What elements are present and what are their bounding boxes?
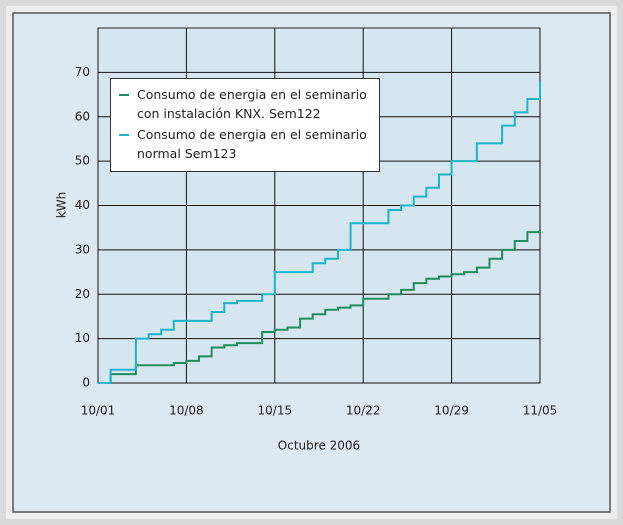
y-tick-label: 0 bbox=[82, 376, 90, 390]
legend-swatch bbox=[119, 134, 129, 136]
x-tick-label: 10/08 bbox=[169, 404, 204, 418]
x-tick-label: 10/22 bbox=[346, 404, 381, 418]
x-axis-label: Octubre 2006 bbox=[278, 439, 360, 453]
y-tick-label: 20 bbox=[75, 287, 90, 301]
legend-label: Consumo de energia en el seminario con i… bbox=[137, 87, 367, 121]
x-tick-label: 10/01 bbox=[81, 404, 116, 418]
legend-entry: Consumo de energia en el seminario norma… bbox=[119, 125, 371, 163]
y-tick-label: 60 bbox=[75, 109, 90, 123]
legend-swatch bbox=[119, 94, 129, 96]
y-tick-label: 30 bbox=[75, 242, 90, 256]
y-tick-label: 10 bbox=[75, 331, 90, 345]
series-line bbox=[98, 81, 541, 384]
x-tick-label: 10/29 bbox=[434, 404, 469, 418]
series-line bbox=[98, 229, 541, 384]
y-tick-label: 70 bbox=[75, 65, 90, 79]
x-tick-label: 10/15 bbox=[258, 404, 293, 418]
legend-entry: Consumo de energia en el seminario con i… bbox=[119, 85, 371, 123]
x-tick-label: 11/05 bbox=[523, 404, 558, 418]
y-tick-label: 40 bbox=[75, 198, 90, 212]
legend-label: Consumo de energia en el seminario norma… bbox=[137, 127, 367, 161]
legend: Consumo de energia en el seminario con i… bbox=[110, 78, 380, 172]
y-axis-label: kWh bbox=[55, 192, 69, 218]
y-tick-label: 50 bbox=[75, 154, 90, 168]
